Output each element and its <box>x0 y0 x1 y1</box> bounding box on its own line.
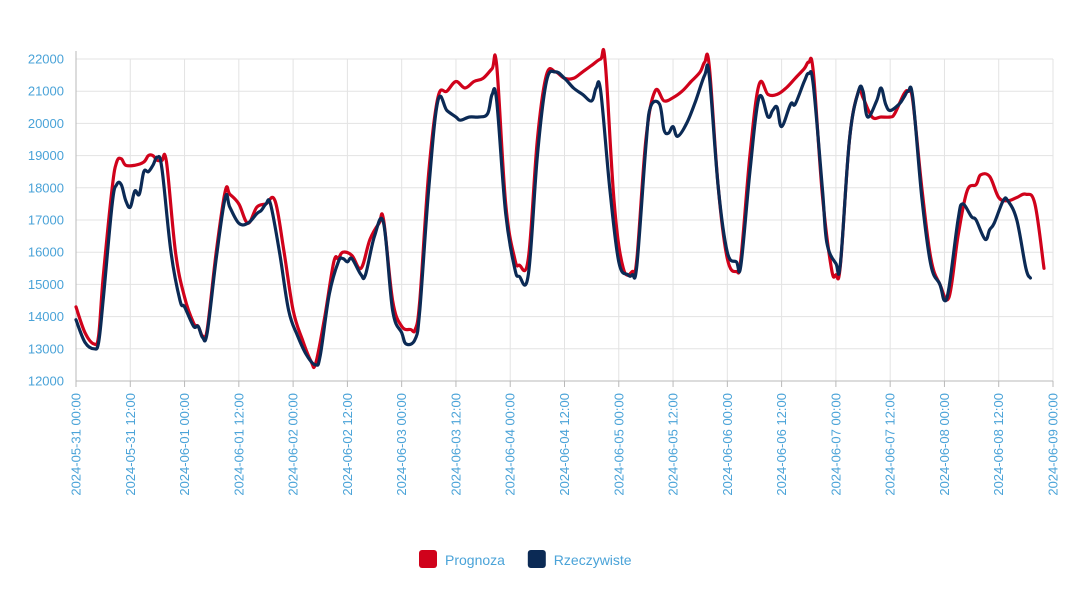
y-tick-label: 13000 <box>28 341 64 356</box>
x-tick-label: 2024-06-07 00:00 <box>828 393 843 496</box>
x-tick-label: 2024-06-01 12:00 <box>231 393 246 496</box>
x-tick-label: 2024-06-09 00:00 <box>1046 393 1061 496</box>
legend-item-rzeczywiste[interactable]: Rzeczywiste <box>527 550 632 568</box>
y-tick-label: 21000 <box>28 84 64 99</box>
x-tick-label: 2024-06-04 00:00 <box>503 393 518 496</box>
y-tick-label: 15000 <box>28 277 64 292</box>
x-tick-label: 2024-06-05 00:00 <box>611 393 626 496</box>
legend-label: Rzeczywiste <box>554 552 632 568</box>
y-tick-label: 19000 <box>28 148 64 163</box>
series-line-rzeczywiste <box>74 63 1032 367</box>
x-tick-label: 2024-06-03 12:00 <box>448 393 463 496</box>
x-tick-label: 2024-06-06 12:00 <box>774 393 789 496</box>
y-tick-label: 16000 <box>28 245 64 260</box>
x-tick-label: 2024-06-08 12:00 <box>991 393 1006 496</box>
x-tick-label: 2024-06-02 12:00 <box>340 393 355 496</box>
legend-label: Prognoza <box>445 552 505 568</box>
x-tick-label: 2024-06-03 00:00 <box>394 393 409 496</box>
legend: Prognoza Rzeczywiste <box>419 550 632 568</box>
x-tick-label: 2024-05-31 00:00 <box>69 393 84 496</box>
y-tick-label: 12000 <box>28 374 64 389</box>
x-tick-label: 2024-06-04 12:00 <box>557 393 572 496</box>
y-tick-label: 22000 <box>28 52 64 67</box>
x-tick-label: 2024-06-01 00:00 <box>177 393 192 496</box>
y-tick-label: 14000 <box>28 309 64 324</box>
y-tick-label: 18000 <box>28 180 64 195</box>
x-tick-label: 2024-06-02 00:00 <box>286 393 301 496</box>
series-line-prognoza <box>74 47 1046 370</box>
x-tick-label: 2024-06-07 12:00 <box>883 393 898 496</box>
y-tick-label: 20000 <box>28 116 64 131</box>
series-lines <box>74 47 1046 370</box>
x-tick-label: 2024-06-06 00:00 <box>720 393 735 496</box>
x-tick-label: 2024-05-31 12:00 <box>123 393 138 496</box>
legend-swatch <box>419 550 437 568</box>
x-tick-label: 2024-06-08 00:00 <box>937 393 952 496</box>
legend-swatch <box>527 550 546 568</box>
axes: 12000 13000 14000 15000 16000 17000 18000 19000… <box>28 51 1061 496</box>
x-tick-label: 2024-06-05 12:00 <box>666 393 681 496</box>
y-tick-label: 17000 <box>28 213 64 228</box>
legend-item-prognoza[interactable]: Prognoza <box>419 550 505 568</box>
